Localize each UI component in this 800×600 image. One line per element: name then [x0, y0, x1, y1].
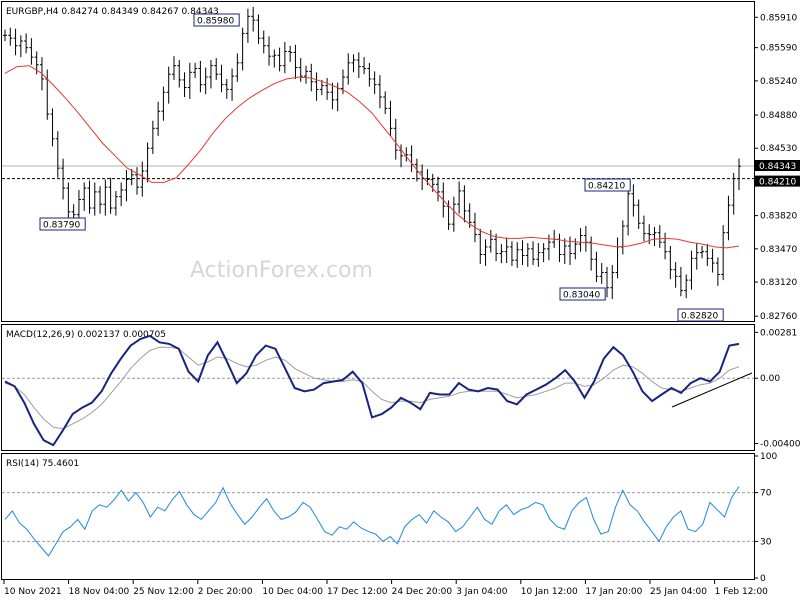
annotation-box — [584, 178, 631, 192]
rsi-axis-label: 30 — [760, 537, 772, 547]
rsi-pane — [1, 453, 755, 580]
annotation-box — [559, 287, 606, 301]
moving-average-line — [4, 65, 740, 249]
macd-trendline — [671, 372, 753, 408]
rsi-line — [4, 486, 740, 557]
rsi-series — [2, 486, 754, 557]
price-axis-label: 0.82760 — [760, 312, 797, 322]
macd-title: MACD(12,26,9) 0.002137 0.000705 — [6, 330, 166, 340]
annotation-label: 0.85980 — [197, 17, 234, 27]
macd-axis-label: 0.00281 — [760, 328, 797, 338]
rsi-axis-label: 0 — [760, 574, 766, 584]
x-axis-label: 10 Dec 04:00 — [262, 587, 323, 597]
axes: 0.859100.855900.852400.848800.845300.841… — [3, 13, 800, 597]
annotation-label: 0.84210 — [588, 182, 625, 192]
x-axis-label: 24 Dec 20:00 — [392, 587, 453, 597]
x-axis-label: 25 Jan 04:00 — [650, 587, 707, 597]
annotation-label: 0.83790 — [43, 221, 80, 231]
macd-series — [2, 334, 754, 447]
annotation-box — [677, 308, 724, 322]
macd-signal-line — [4, 346, 740, 430]
price-axis-label: 0.85240 — [760, 77, 797, 87]
price-axis-label: 0.85910 — [760, 13, 797, 23]
macd-axis-label: 0.00 — [760, 374, 780, 384]
price-series: 0.85980 0.83790 0.84210 0.83040 0.82820 — [2, 6, 754, 322]
price-axis-label: 0.85590 — [760, 44, 797, 54]
x-axis-label: 17 Dec 12:00 — [327, 587, 388, 597]
price-axis-label: 0.84530 — [760, 144, 797, 154]
price-axis-highlight — [755, 175, 800, 187]
x-axis-label: 18 Nov 04:00 — [69, 587, 130, 597]
macd-axis-label: -0.004002 — [760, 440, 800, 450]
rsi-axis-label: 70 — [760, 489, 772, 499]
x-axis-label: 3 Jan 04:00 — [456, 587, 508, 597]
price-axis-label: 0.83470 — [760, 245, 797, 255]
watermark: ActionForex.com — [190, 258, 373, 283]
macd-pane — [1, 324, 755, 451]
price-axis-label: 0.84880 — [760, 111, 797, 121]
macd-line — [4, 334, 740, 447]
price-axis-label: 0.83120 — [760, 278, 797, 288]
x-axis-label: 10 Nov 2021 — [4, 587, 62, 597]
x-axis-label: 25 Nov 12:00 — [133, 587, 194, 597]
rsi-title: RSI(14) 75.4601 — [6, 459, 79, 469]
price-axis-label: 0.83820 — [760, 212, 797, 222]
x-axis-label: 1 Feb 12:00 — [715, 587, 769, 597]
annotation-label: 0.82820 — [681, 312, 718, 322]
x-axis-label: 10 Jan 12:00 — [521, 587, 578, 597]
rsi-axis-label: 100 — [760, 452, 777, 462]
price-axis-highlight — [755, 159, 800, 171]
price-title: EURGBP,H4 0.84274 0.84349 0.84267 0.8434… — [6, 7, 219, 17]
price-axis-highlight-label: 0.84343 — [759, 162, 796, 172]
x-axis-label: 17 Jan 20:00 — [585, 587, 642, 597]
price-pane — [1, 1, 755, 322]
annotation-box — [193, 13, 240, 27]
annotation-box — [39, 217, 86, 231]
x-axis-label: 2 Dec 20:00 — [198, 587, 253, 597]
annotation-label: 0.83040 — [563, 291, 600, 301]
price-axis-highlight-label: 0.84210 — [759, 178, 796, 188]
